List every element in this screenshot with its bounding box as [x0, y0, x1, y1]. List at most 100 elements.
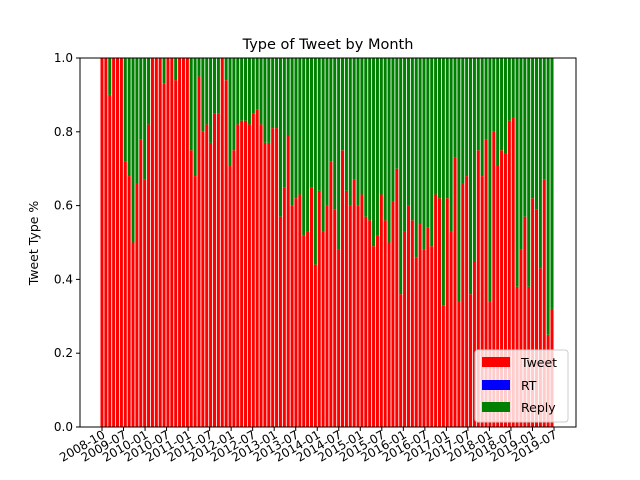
- bar-reply: [410, 58, 414, 221]
- bar-tweet: [220, 58, 224, 427]
- legend-label-rt: RT: [521, 378, 537, 393]
- bar-group: [100, 58, 554, 428]
- bar-tweet: [205, 124, 209, 428]
- bar-tweet: [150, 58, 154, 427]
- bar-tweet: [116, 58, 120, 427]
- bar-tweet: [375, 235, 379, 427]
- bar-reply: [461, 58, 465, 184]
- bar-tweet: [224, 80, 228, 427]
- bar-reply: [228, 58, 232, 166]
- bar-reply: [123, 58, 127, 162]
- bar-reply: [391, 58, 395, 202]
- bar-tweet: [364, 216, 368, 427]
- bar-tweet: [294, 198, 298, 427]
- bar-reply: [550, 58, 554, 309]
- bar-reply: [372, 58, 376, 247]
- bar-reply: [406, 58, 410, 206]
- bar-tweet: [391, 201, 395, 427]
- plot-frame: [79, 57, 577, 428]
- bar-reply: [546, 58, 550, 335]
- y-tick-label: 0.4: [54, 272, 73, 286]
- bar-tweet: [236, 124, 240, 428]
- bar-tweet: [228, 165, 232, 427]
- bar-tweet: [271, 128, 275, 428]
- bar-reply: [356, 58, 360, 206]
- bar-tweet: [317, 190, 321, 427]
- bar-reply: [232, 58, 236, 151]
- bar-tweet: [480, 176, 484, 427]
- bar-reply: [329, 58, 333, 162]
- bar-tweet: [143, 179, 147, 427]
- bar-reply: [519, 58, 523, 250]
- bar-reply: [131, 58, 135, 243]
- bar-tweet: [434, 194, 438, 427]
- bar-reply: [321, 58, 325, 232]
- bar-tweet: [383, 220, 387, 427]
- bar-tweet: [531, 198, 535, 427]
- bar-reply: [414, 58, 418, 258]
- bar-reply: [364, 58, 368, 217]
- bar-tweet: [193, 176, 197, 427]
- legend-label-reply: Reply: [521, 400, 556, 415]
- bar-tweet: [395, 168, 399, 427]
- bar-tweet: [469, 294, 473, 427]
- bar-tweet: [306, 231, 310, 427]
- bar-reply: [298, 58, 302, 195]
- bar-tweet: [453, 157, 457, 427]
- bar-tweet: [321, 231, 325, 427]
- bar-tweet: [189, 150, 193, 427]
- bar-tweet: [309, 187, 313, 427]
- bar-reply: [205, 58, 209, 125]
- bar-tweet: [542, 179, 546, 427]
- bar-reply: [313, 58, 317, 265]
- bar-tweet: [313, 264, 317, 427]
- bar-tweet: [341, 150, 345, 427]
- bar-tweet: [325, 205, 329, 427]
- bar-reply: [275, 58, 279, 129]
- bar-tweet: [100, 58, 104, 427]
- y-tick-label: 0.8: [54, 125, 73, 139]
- bar-reply: [395, 58, 399, 169]
- bar-reply: [418, 58, 422, 225]
- bar-reply: [445, 58, 449, 199]
- bar-tweet: [201, 131, 205, 428]
- bar-reply: [523, 58, 527, 217]
- bar-tweet: [379, 194, 383, 427]
- bar-tweet: [403, 231, 407, 427]
- bar-tweet: [127, 176, 131, 427]
- bar-tweet: [519, 249, 523, 427]
- bar-reply: [403, 58, 407, 232]
- bar-tweet: [278, 216, 282, 427]
- bar-reply: [174, 58, 178, 81]
- bar-tweet: [244, 120, 248, 427]
- bar-tweet: [496, 165, 500, 427]
- bar-reply: [488, 58, 492, 302]
- bar-reply: [531, 58, 535, 199]
- bar-reply: [236, 58, 240, 125]
- bar-reply: [399, 58, 403, 295]
- bar-reply: [193, 58, 197, 177]
- bar-tweet: [174, 80, 178, 427]
- bar-reply: [426, 58, 430, 228]
- bar-reply: [476, 58, 480, 151]
- bar-reply: [375, 58, 379, 236]
- bar-reply: [263, 58, 267, 143]
- bar-reply: [212, 58, 217, 114]
- bar-reply: [333, 58, 337, 210]
- bar-reply: [209, 58, 213, 143]
- bar-tweet: [216, 113, 220, 427]
- bar-reply: [515, 58, 519, 287]
- bar-reply: [135, 58, 139, 184]
- legend: Tweet RT Reply: [474, 349, 569, 423]
- bar-tweet: [523, 216, 527, 427]
- bar-tweet: [135, 183, 139, 427]
- bar-tweet: [302, 235, 306, 427]
- bar-tweet: [422, 249, 426, 427]
- bar-tweet: [108, 94, 112, 428]
- bar-tweet: [240, 120, 244, 427]
- bar-tweet: [449, 231, 453, 427]
- bar-tweet: [430, 246, 434, 427]
- bar-tweet: [500, 150, 504, 427]
- legend-label-tweet: Tweet: [520, 355, 557, 370]
